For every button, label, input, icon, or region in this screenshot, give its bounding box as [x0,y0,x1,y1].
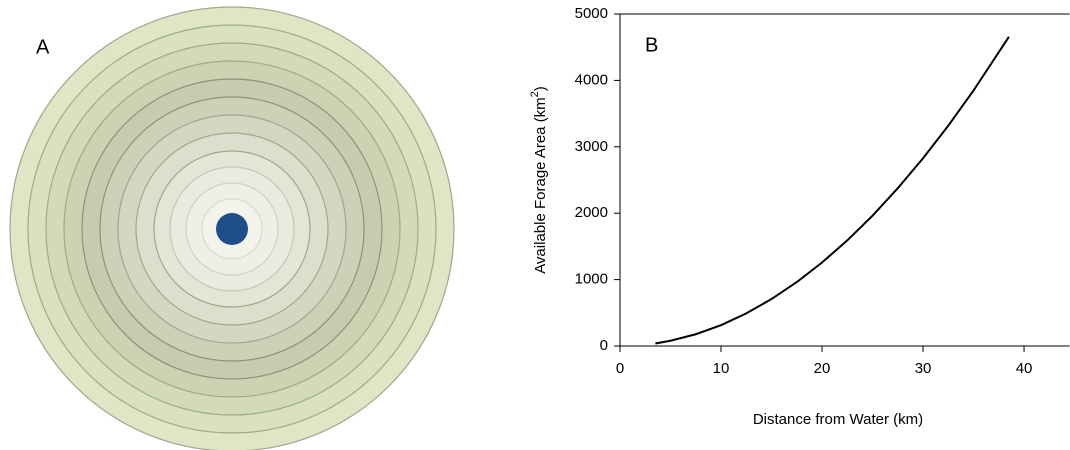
y-tick-label: 0 [600,337,608,354]
water-radius-diagram [9,6,455,450]
y-tick-label: 2000 [575,204,608,221]
x-tick-label: 10 [713,360,730,377]
x-tick-label: 40 [1016,360,1033,377]
y-axis-title: Available Forage Area (km2) [529,86,549,274]
x-tick-label: 30 [915,360,932,377]
y-axis-title-text: ) [532,86,549,91]
panel-label: A [36,36,50,58]
y-axis-title-sup: 2 [529,91,541,97]
y-axis-title-text: Available Forage Area (km [532,97,549,273]
panel-label: B [645,34,658,56]
y-tick-label: 3000 [575,138,608,155]
x-tick-label: 20 [814,360,831,377]
y-tick-label: 1000 [575,271,608,288]
y-tick-label: 5000 [575,5,608,22]
y-tick-label: 4000 [575,71,608,88]
x-axis-title: Distance from Water (km) [753,411,923,428]
x-tick-label: 0 [616,360,624,377]
water-point [216,213,248,245]
data-line [655,36,1010,345]
